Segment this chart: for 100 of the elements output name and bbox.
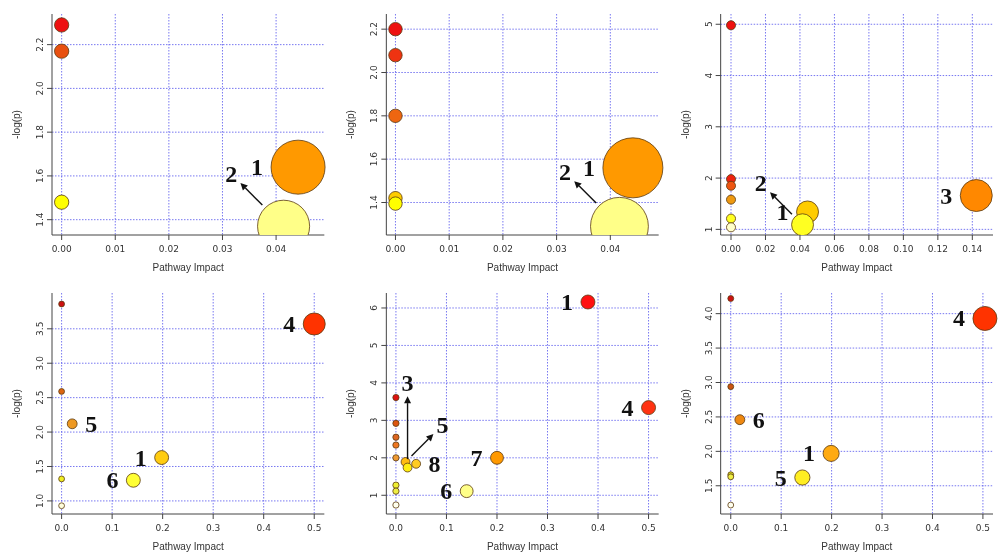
x-tick-label: 0.02: [158, 244, 179, 254]
x-axis-title: Pathway Impact: [152, 541, 224, 552]
y-tick-label: 3: [703, 123, 714, 130]
annotation: 6: [106, 467, 119, 494]
y-tick-label: 1.0: [35, 493, 45, 509]
y-tick-label: 3: [369, 417, 380, 424]
x-axis-title: Pathway Impact: [821, 541, 893, 552]
annotation: 2: [754, 170, 767, 197]
annotation: 3: [401, 370, 414, 397]
x-tick-label: 0.02: [755, 244, 776, 254]
x-tick-label: 0.01: [439, 244, 460, 254]
annotation: 2: [559, 158, 572, 185]
annotation: 1: [803, 440, 816, 467]
x-tick-label: 0.1: [104, 523, 120, 533]
x-tick-label: 0.3: [206, 523, 221, 533]
annotation: 4: [283, 310, 296, 337]
x-tick-label: 0.00: [720, 244, 742, 254]
annotation: 1: [134, 444, 147, 471]
annotation: 2: [225, 160, 238, 187]
y-tick-label: 2: [703, 175, 714, 181]
y-tick-label: 1.6: [35, 168, 45, 184]
x-tick-label: 0.08: [858, 244, 880, 254]
y-tick-label: 5: [703, 21, 714, 28]
y-axis-title: -log(p): [679, 389, 691, 418]
y-tick-label: 1.8: [369, 108, 380, 123]
x-tick-label: 0.3: [874, 523, 890, 533]
y-tick-label: 4: [369, 379, 380, 386]
x-tick-label: 0.04: [600, 244, 621, 254]
annotation: 1: [251, 154, 264, 181]
y-tick-label: 3.5: [35, 321, 45, 336]
x-tick-label: 0.2: [489, 523, 505, 533]
y-tick-label: 5: [369, 342, 380, 349]
x-tick-label: 0.0: [388, 523, 404, 533]
x-tick-label: 0.04: [266, 244, 287, 254]
y-tick-label: 2.2: [369, 22, 380, 37]
x-tick-label: 0.00: [385, 244, 406, 254]
x-axis-title: Pathway Impact: [152, 262, 224, 273]
y-tick-label: 6: [369, 304, 380, 311]
x-tick-label: 0.03: [212, 244, 233, 254]
y-tick-label: 3.0: [703, 375, 714, 390]
annotation: 4: [621, 394, 634, 421]
x-tick-label: 0.00: [51, 244, 72, 254]
x-tick-label: 0.12: [927, 244, 948, 254]
annotation: 5: [85, 410, 98, 437]
y-tick-label: 4: [703, 72, 714, 79]
annotation: 4: [952, 305, 965, 332]
annotation: 3: [940, 182, 953, 209]
y-tick-label: 2.0: [35, 80, 45, 96]
annotation: 6: [752, 406, 765, 433]
y-tick-label: 1.4: [369, 195, 380, 210]
x-tick-label: 0.1: [439, 523, 454, 533]
x-tick-label: 0.06: [824, 244, 845, 254]
y-tick-label: 2.5: [703, 409, 714, 425]
y-tick-label: 1: [369, 492, 380, 499]
annotation: 7: [470, 444, 483, 471]
x-tick-label: 0.5: [641, 523, 656, 533]
annotation: 5: [436, 411, 449, 438]
y-tick-label: 3.5: [703, 340, 714, 356]
x-axis-title: Pathway Impact: [821, 262, 893, 273]
annotation: 1: [560, 288, 573, 315]
x-tick-label: 0.5: [307, 523, 322, 533]
y-axis-title: -log(p): [11, 110, 22, 139]
y-tick-label: 2.5: [35, 390, 45, 405]
annotation: 6: [440, 478, 453, 505]
x-tick-label: 0.2: [824, 523, 839, 533]
x-tick-label: 0.02: [492, 244, 513, 254]
x-tick-label: 0.4: [256, 523, 272, 533]
x-tick-label: 0.4: [590, 523, 606, 533]
x-tick-label: 0.0: [723, 523, 739, 533]
y-tick-label: 2.0: [35, 424, 45, 440]
x-axis-title: Pathway Impact: [486, 262, 559, 273]
y-axis-title: -log(p): [11, 389, 22, 418]
x-tick-label: 0.01: [105, 244, 126, 254]
x-tick-label: 0.5: [975, 523, 991, 533]
y-tick-label: 1.8: [35, 124, 45, 140]
x-axis-title: Pathway Impact: [486, 541, 559, 552]
annotation: 5: [774, 464, 787, 491]
y-axis-title: -log(p): [345, 389, 357, 418]
x-tick-label: 0.2: [155, 523, 170, 533]
y-tick-label: 1: [703, 226, 714, 233]
x-tick-label: 0.04: [789, 244, 811, 254]
x-tick-label: 0.03: [546, 244, 567, 254]
y-tick-label: 1.5: [703, 478, 714, 493]
x-tick-label: 0.3: [540, 523, 555, 533]
x-tick-label: 0.14: [962, 244, 983, 254]
y-tick-label: 2.0: [369, 65, 380, 80]
x-tick-label: 0.4: [925, 523, 940, 533]
y-tick-label: 1.6: [369, 151, 380, 167]
annotation: 8: [428, 450, 441, 477]
y-tick-label: 2: [369, 454, 380, 461]
annotation: 1: [582, 154, 595, 181]
x-tick-label: 0.0: [54, 523, 70, 533]
y-tick-label: 3.0: [35, 355, 45, 371]
y-axis-title: -log(p): [679, 110, 691, 139]
x-tick-label: 0.10: [893, 244, 914, 254]
annotation: 1: [776, 198, 789, 225]
x-tick-label: 0.1: [774, 523, 789, 533]
y-axis-title: -log(p): [345, 110, 357, 139]
y-tick-label: 1.4: [35, 212, 45, 227]
y-tick-label: 2.2: [35, 37, 45, 52]
